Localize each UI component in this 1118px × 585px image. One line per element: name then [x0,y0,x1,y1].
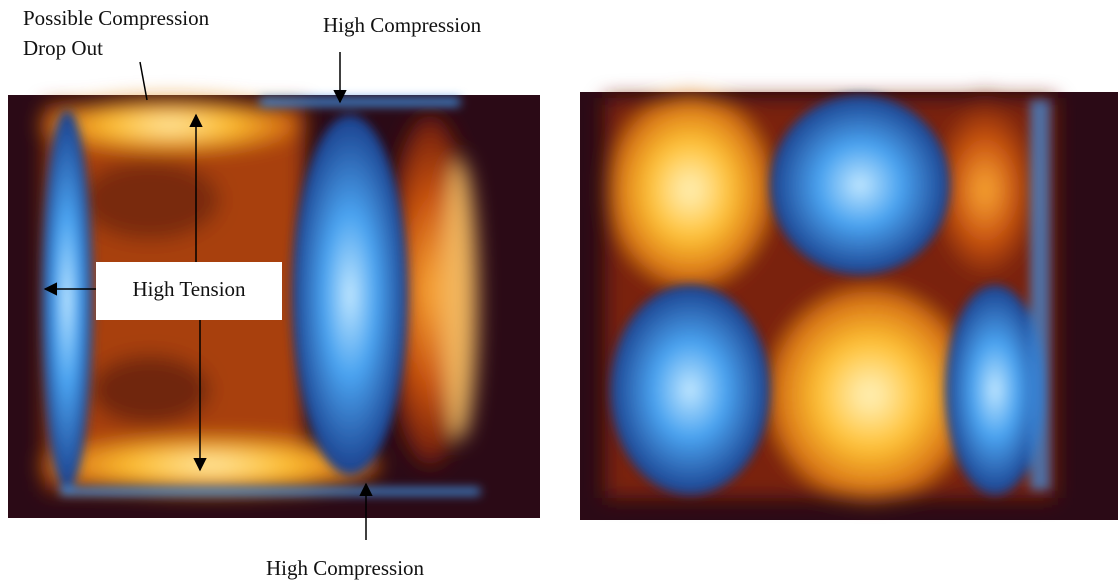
annotation: High Compression [266,556,425,580]
annotation: High Tension [132,277,246,301]
annotation: High Compression [323,13,482,37]
annotation: Possible Compression [23,6,210,30]
right-strain-map [580,92,1118,520]
annotation: Drop Out [23,36,103,60]
figure: Possible Compression Drop Out High Compr… [0,0,1118,585]
